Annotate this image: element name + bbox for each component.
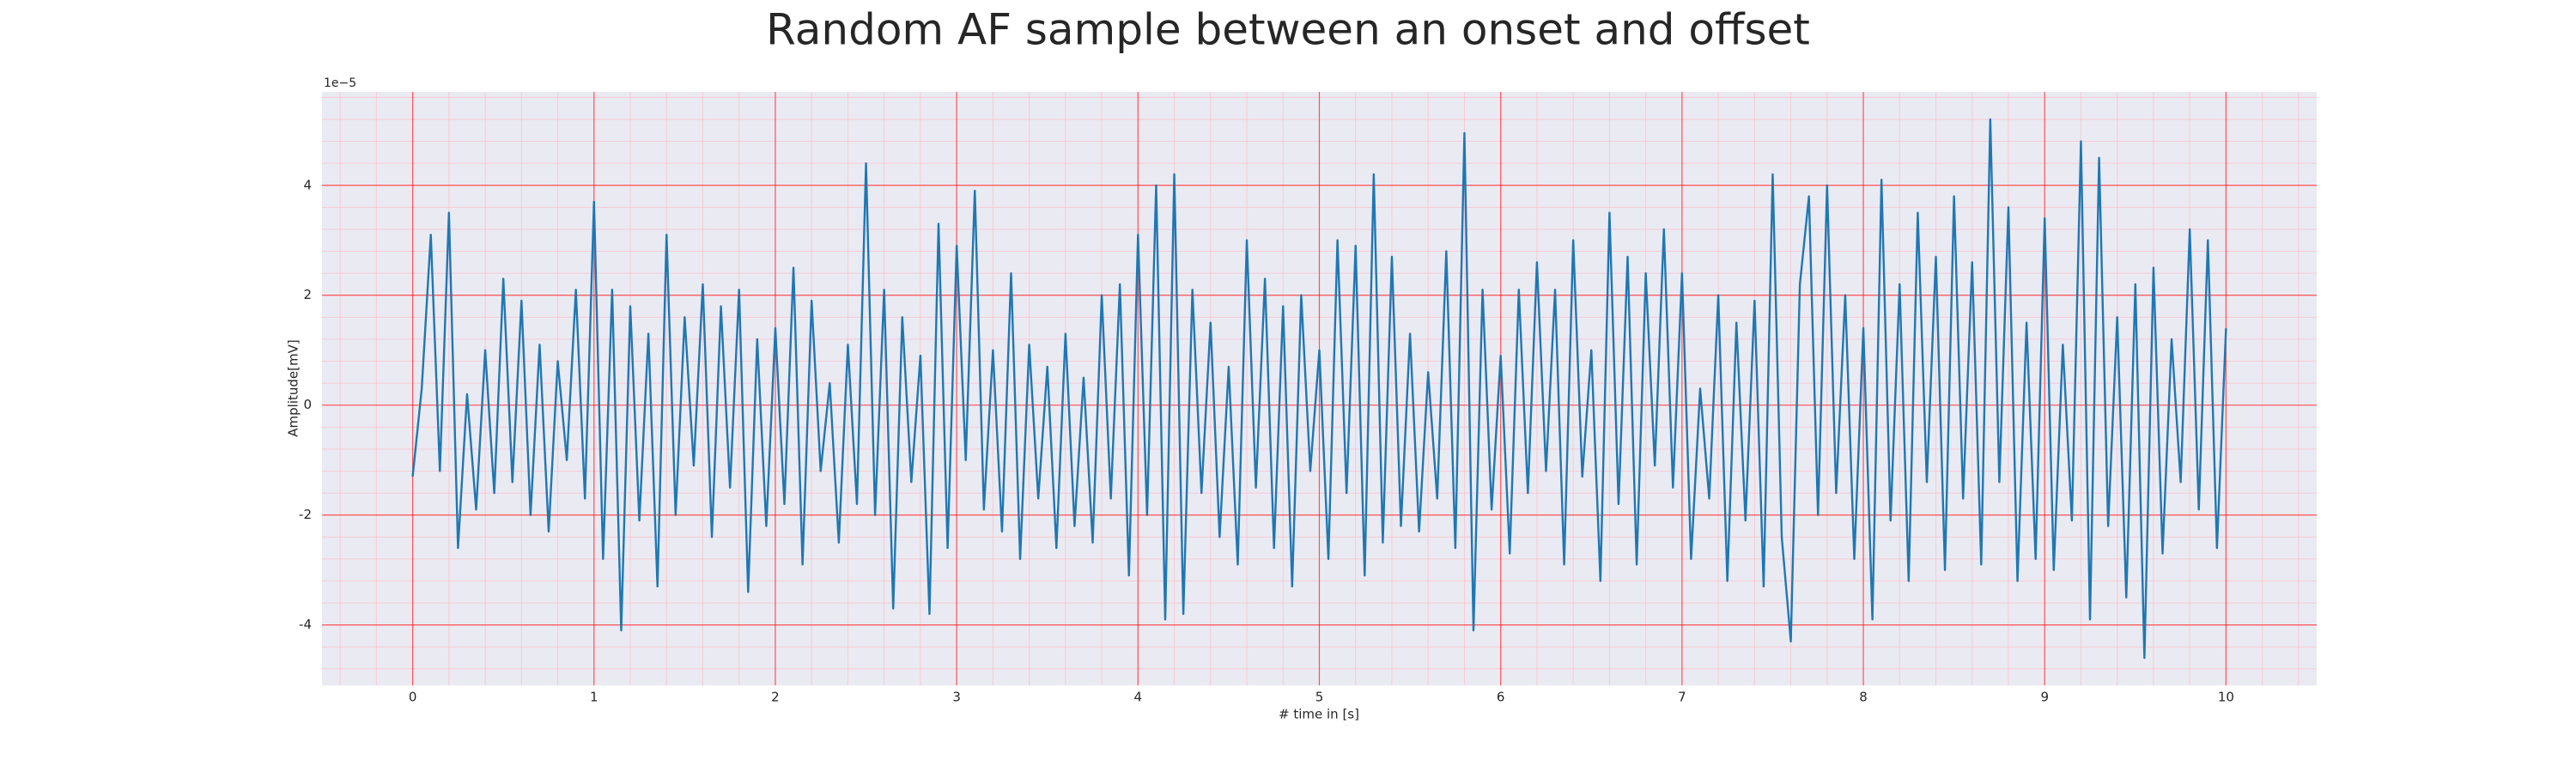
x-tick-label: 5 [1315,690,1324,705]
x-tick-label: 0 [409,690,417,705]
chart-title: Random AF sample between an onset and of… [766,5,1810,55]
y-tick-label: -2 [299,507,312,522]
x-tick-label: 9 [2040,690,2049,705]
x-tick-label: 7 [1678,690,1686,705]
x-tick-label: 1 [590,690,598,705]
plot [411,118,2227,660]
y-offset-label: 1e−5 [324,76,356,90]
x-tick-label: 2 [771,690,780,705]
x-axis-label: # time in [s] [1279,707,1359,722]
grid [322,92,2317,685]
y-tick-label: 0 [303,397,312,412]
x-tick-label: 8 [1859,690,1868,705]
data-line [411,118,2227,660]
x-tick-label: 10 [2218,690,2234,705]
x-tick-label: 4 [1134,690,1143,705]
x-tick-label: 3 [952,690,961,705]
y-axis-label: Amplitude[mV] [286,339,301,436]
x-tick-label: 6 [1497,690,1505,705]
y-tick-label: 4 [303,177,312,192]
y-tick-label: 2 [303,287,312,302]
y-tick-label: -4 [299,617,312,632]
